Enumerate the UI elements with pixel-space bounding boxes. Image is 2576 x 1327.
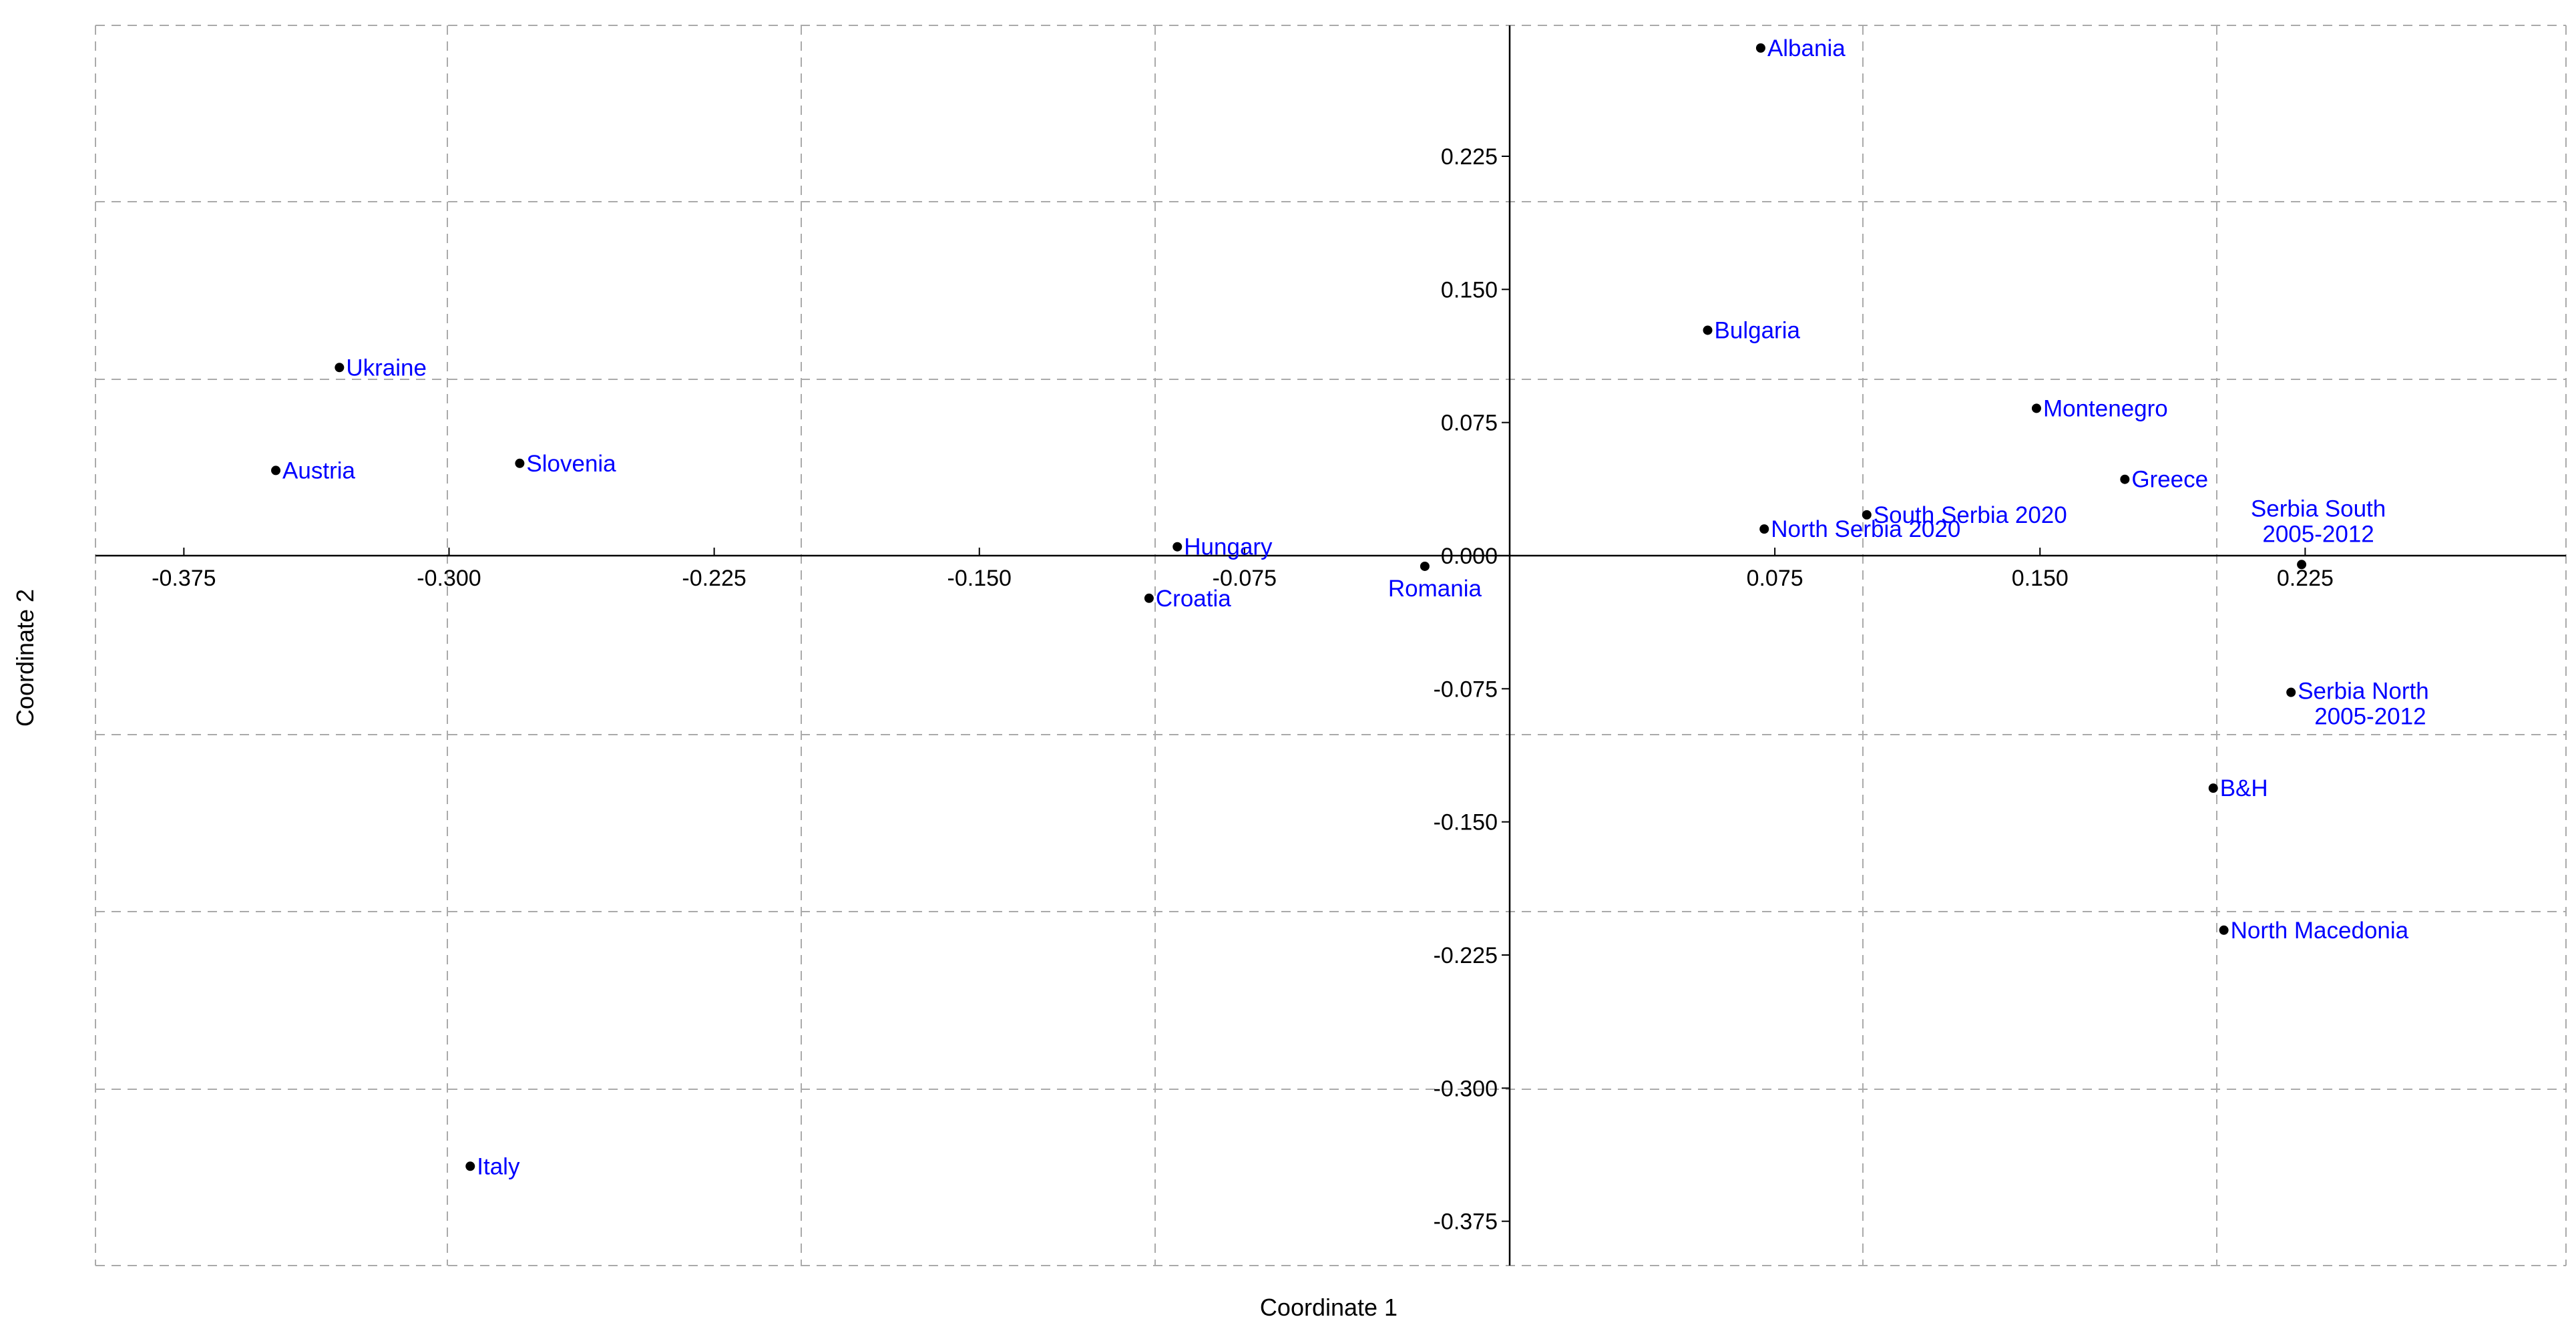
x-tick-label: 0.150 (2012, 566, 2069, 591)
point-montenegro (2031, 403, 2041, 413)
point-hungary (1172, 542, 1183, 552)
x-axis-title: Coordinate 1 (1260, 1294, 1398, 1321)
x-tick-label: -0.150 (947, 566, 1012, 591)
x-tick-label: -0.375 (152, 566, 216, 591)
y-tick-label: -0.150 (1434, 810, 1498, 835)
point-label-b-h: B&H (2220, 775, 2268, 801)
point-slovenia (515, 458, 525, 468)
y-tick-label: -0.075 (1434, 677, 1498, 702)
point-label-albania: Albania (1767, 35, 1846, 61)
tick-labels: -0.375 -0.300 -0.225 -0.150 -0.075 0.075 0.150… (152, 144, 2334, 1235)
point-albania (1755, 43, 1765, 53)
point-ukraine (335, 363, 345, 373)
point-label-line: 2005-2012 (2314, 704, 2426, 730)
point-label-line: 2005-2012 (2262, 521, 2374, 547)
point-north-serbia-2020 (1759, 524, 1769, 534)
data-points: Albania Bulgaria Ukraine Montenegro Austria S… (271, 35, 2429, 1179)
point-label-romania: Romania (1388, 576, 1482, 602)
point-croatia (1144, 593, 1154, 603)
point-label-line: Serbia North (2298, 679, 2428, 705)
y-tick-label: 0.150 (1441, 277, 1498, 303)
point-label-north-macedonia: North Macedonia (2231, 918, 2409, 944)
y-tick-label: 0.075 (1441, 411, 1498, 436)
point-label-greece: Greece (2131, 467, 2208, 493)
point-serbia-south-2005-2012 (2297, 560, 2307, 570)
point-b-h (2208, 783, 2218, 793)
point-label-bulgaria: Bulgaria (1715, 317, 1801, 343)
x-tick-label: 0.225 (2277, 566, 2334, 591)
x-tick-label: -0.075 (1213, 566, 1277, 591)
point-label-austria: Austria (282, 457, 355, 484)
y-tick-label: 0.000 (1441, 544, 1498, 569)
x-tick-label: -0.225 (682, 566, 746, 591)
y-tick-label: 0.225 (1441, 144, 1498, 170)
point-austria (271, 465, 281, 476)
point-label-italy: Italy (477, 1153, 520, 1179)
x-tick-label: 0.075 (1747, 566, 1803, 591)
point-south-serbia-2020 (1862, 510, 1872, 520)
point-serbia-north-2005-2012 (2286, 687, 2296, 697)
y-tick-label: -0.300 (1434, 1076, 1498, 1101)
point-north-macedonia (2219, 925, 2229, 935)
point-bulgaria (1703, 325, 1713, 335)
point-greece (2120, 474, 2130, 484)
point-label-serbia-north-2005-2012: Serbia North 2005-2012 (2298, 679, 2428, 730)
y-tick-label: -0.375 (1434, 1209, 1498, 1235)
point-italy (465, 1161, 475, 1171)
point-label-montenegro: Montenegro (2043, 395, 2168, 421)
point-label-serbia-south-2005-2012: Serbia South 2005-2012 (2251, 496, 2386, 547)
y-tick-label: -0.225 (1434, 943, 1498, 968)
point-label-line: Serbia South (2251, 496, 2386, 522)
point-label-croatia: Croatia (1156, 586, 1231, 612)
grid-lines (95, 25, 2567, 1266)
point-romania (1420, 561, 1430, 571)
y-axis-title: Coordinate 2 (11, 589, 39, 727)
axes (95, 25, 2566, 1266)
point-label-hungary: Hungary (1184, 534, 1273, 560)
x-tick-label: -0.300 (417, 566, 481, 591)
point-label-slovenia: Slovenia (526, 451, 616, 477)
point-label-ukraine: Ukraine (346, 355, 427, 381)
point-label-south-serbia-2020: South Serbia 2020 (1874, 502, 2067, 528)
point-label-north-serbia-2020: North Serbia 2020 (1771, 516, 1960, 542)
